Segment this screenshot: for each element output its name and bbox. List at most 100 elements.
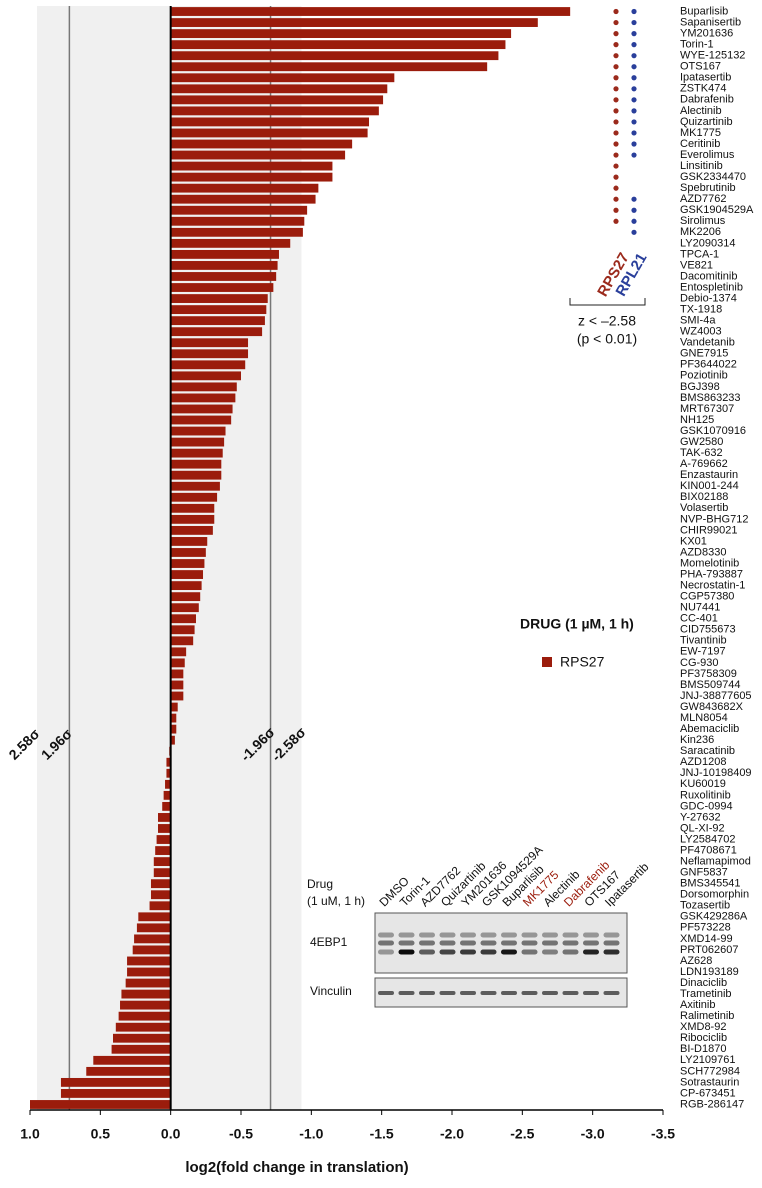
category-label: SCH772984 <box>680 1065 740 1077</box>
category-label: JNJ-38877605 <box>680 690 752 702</box>
category-label: CG-930 <box>680 657 719 669</box>
category-label: Volasertib <box>680 502 728 514</box>
bar <box>170 249 279 259</box>
x-tick-label: -0.5 <box>229 1126 253 1142</box>
bar <box>170 459 222 469</box>
category-label: Everolimus <box>680 149 735 161</box>
category-label: MK1775 <box>680 127 721 139</box>
category-label: GSK1070916 <box>680 425 746 437</box>
category-label: GSK429286A <box>680 911 748 923</box>
bar <box>170 570 204 579</box>
hit-dot <box>631 30 637 37</box>
bar <box>150 890 171 900</box>
bar <box>138 912 171 922</box>
blot-band <box>460 991 476 995</box>
bar <box>93 1055 171 1065</box>
bar <box>170 183 319 193</box>
category-label: NH125 <box>680 414 714 426</box>
bracket <box>569 298 646 306</box>
bar <box>170 603 199 613</box>
category-label: KIN001-244 <box>680 480 739 492</box>
hit-dot <box>613 64 619 70</box>
hit-dot <box>631 75 637 81</box>
x-tick-label: -2.0 <box>440 1126 464 1142</box>
category-label: KX01 <box>680 535 707 547</box>
blot-band <box>460 940 476 946</box>
blot-band <box>542 949 558 955</box>
bar <box>170 713 177 723</box>
x-tick-label: 0.5 <box>91 1126 111 1142</box>
category-label: WYE-125132 <box>680 50 745 62</box>
hit-dot <box>613 119 619 125</box>
blot-band <box>419 940 435 946</box>
bar <box>170 73 395 83</box>
bar <box>136 923 171 933</box>
category-label: GSK1904529A <box>680 204 754 216</box>
blot-band <box>583 949 599 955</box>
bar <box>170 559 205 568</box>
hit-dot <box>631 119 637 125</box>
category-label: Y-27632 <box>680 811 721 823</box>
category-label: GW843682X <box>680 701 744 713</box>
inset-label: Drug <box>307 877 333 891</box>
blot-band <box>460 932 476 938</box>
category-label: BIX02188 <box>680 491 728 503</box>
bar <box>170 592 201 602</box>
hit-dot <box>631 229 637 235</box>
bar <box>166 757 171 767</box>
blot-band <box>439 932 456 938</box>
category-label: Necrostatin-1 <box>680 580 745 592</box>
bar <box>170 261 278 270</box>
blot-band <box>542 991 558 995</box>
bar <box>170 227 303 237</box>
bar <box>158 824 171 833</box>
blot-band <box>521 949 538 955</box>
category-label: Saracatinib <box>680 745 735 757</box>
category-label: Ribociclib <box>680 1032 727 1044</box>
category-label: KU60019 <box>680 778 726 790</box>
blot-band <box>583 991 599 995</box>
category-label: Spebrutinib <box>680 182 736 194</box>
category-label: LY2584702 <box>680 833 735 845</box>
category-label: ZSTK474 <box>680 83 726 95</box>
hit-dot <box>613 163 619 169</box>
bar <box>125 978 171 988</box>
bar <box>134 934 171 944</box>
category-label: XMD8-92 <box>680 1021 726 1033</box>
category-label: Trametinib <box>680 988 732 1000</box>
blot-band <box>501 932 517 938</box>
blot-band <box>398 932 415 938</box>
category-label: Debio-1374 <box>680 292 737 304</box>
category-label: Axitinib <box>680 999 715 1011</box>
blot-band <box>603 949 620 955</box>
category-label: TPCA-1 <box>680 248 719 260</box>
blot-band <box>480 932 497 938</box>
category-label: PF3758309 <box>680 668 737 680</box>
bar <box>170 636 194 646</box>
category-label: Momelotinib <box>680 557 739 569</box>
hit-dot <box>631 152 637 158</box>
bar <box>170 724 177 734</box>
category-label: Tozasertib <box>680 900 730 912</box>
blot-band <box>603 991 620 995</box>
bar <box>170 62 488 72</box>
category-label: Dabrafenib <box>680 94 734 106</box>
category-label: GW2580 <box>680 436 723 448</box>
bar <box>170 29 512 39</box>
blot-band <box>521 991 538 995</box>
bar <box>121 989 171 999</box>
category-label: Vandetanib <box>680 337 735 349</box>
bar <box>170 371 241 381</box>
category-label: TAK-632 <box>680 447 723 459</box>
hit-dot <box>631 196 637 202</box>
category-label: NVP-BHG712 <box>680 513 748 525</box>
blot-band <box>480 940 497 946</box>
bar <box>170 658 185 668</box>
bar <box>118 1011 171 1021</box>
blot-band <box>603 940 620 946</box>
category-label: LDN193189 <box>680 966 739 978</box>
category-label: CID755673 <box>680 624 736 636</box>
bar <box>155 846 171 855</box>
bar <box>170 669 184 679</box>
hit-dot <box>613 152 619 158</box>
